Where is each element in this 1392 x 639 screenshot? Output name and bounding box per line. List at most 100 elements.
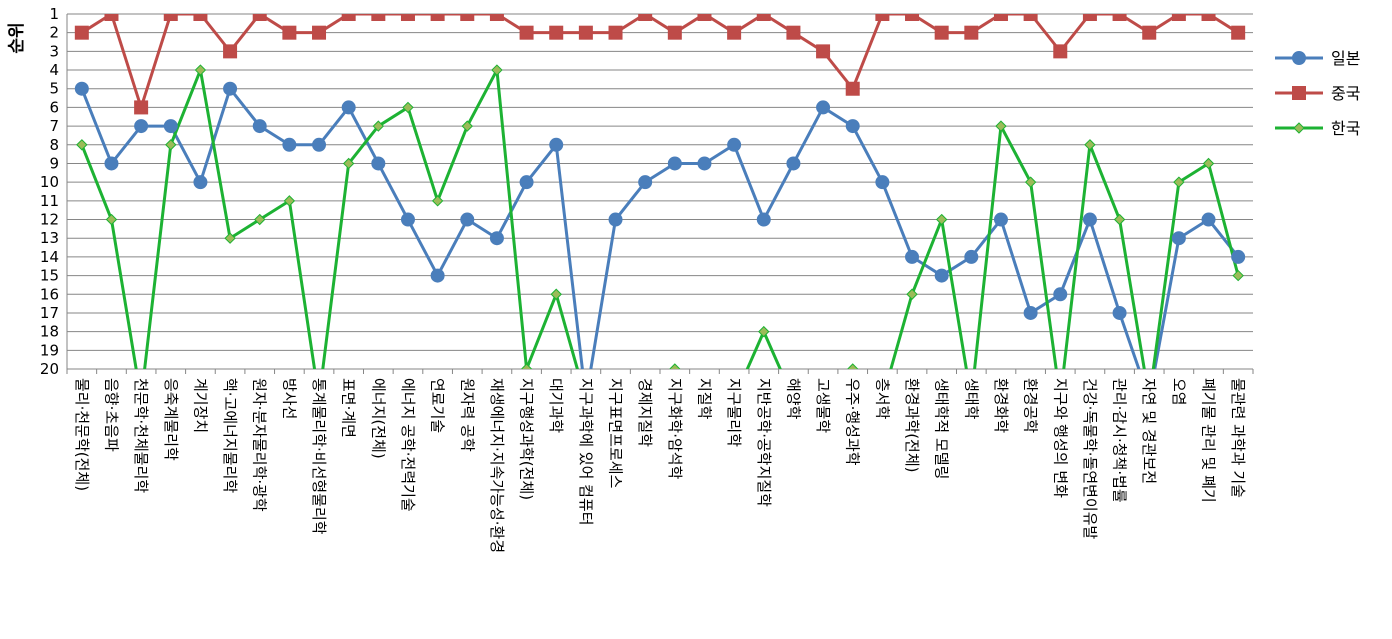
data-point-중국 <box>223 44 238 59</box>
x-tick-label: 우주·행성과학 <box>844 378 862 466</box>
data-point-한국 <box>1293 122 1305 134</box>
data-point-일본 <box>489 231 504 246</box>
data-point-중국 <box>371 14 386 21</box>
data-point-중국 <box>667 25 682 40</box>
data-point-일본 <box>786 156 801 171</box>
data-point-중국 <box>816 44 831 59</box>
data-point-한국 <box>1084 139 1096 151</box>
x-tick-label: 방사선 <box>280 378 298 419</box>
series-markers <box>74 14 1246 369</box>
data-point-한국 <box>461 120 473 132</box>
x-tick-label: 지구행성과학(전체) <box>518 378 536 500</box>
y-tick-label: 16 <box>40 285 59 303</box>
y-tick-label: 13 <box>40 229 59 247</box>
data-point-중국 <box>282 25 297 40</box>
x-tick-label: 생태학적 모델링 <box>933 378 951 479</box>
data-point-한국 <box>342 157 355 170</box>
data-point-일본 <box>400 212 415 227</box>
data-point-한국 <box>669 363 681 369</box>
data-point-일본 <box>727 137 742 152</box>
x-tick-label: 건강·독물학·돌연변이유발 <box>1081 378 1099 540</box>
x-tick-label: 지구표면프로세스 <box>607 378 625 489</box>
x-tick-label: 천문학·천체물리학 <box>132 378 150 493</box>
data-point-한국 <box>105 213 118 226</box>
y-tick-label: 3 <box>49 42 59 60</box>
y-tick-label: 1 <box>49 5 59 23</box>
y-tick-label: 9 <box>49 154 59 172</box>
data-point-한국 <box>1232 269 1244 282</box>
data-point-중국 <box>312 25 327 40</box>
x-tick-label: 관리·감시·청책·법률 <box>1111 378 1129 503</box>
x-tick-label: 지구물리학 <box>725 378 743 447</box>
data-point-한국 <box>1024 176 1037 188</box>
data-point-중국 <box>1082 14 1097 21</box>
x-tick-label: 음향·초음파 <box>102 378 120 452</box>
data-point-일본 <box>697 156 712 171</box>
data-point-일본 <box>756 212 771 227</box>
x-tick-label: 에너지 공학·전력기술 <box>399 378 417 512</box>
data-point-일본 <box>875 175 890 190</box>
data-point-중국 <box>727 25 742 40</box>
data-point-한국 <box>935 213 948 226</box>
data-point-일본 <box>667 156 682 171</box>
y-tick-label: 14 <box>40 248 59 266</box>
x-tick-label: 원자·분자물리학·광학 <box>251 378 269 512</box>
x-tick-label: 경제지질학 <box>636 378 654 447</box>
data-point-중국 <box>1112 14 1127 21</box>
x-tick-labels: 물리·천문학(전체) 음향·초음파 천문학·천체물리학 응축계물리학 계기장치 핵·고에너… <box>73 378 1247 553</box>
data-point-중국 <box>1171 14 1186 21</box>
data-point-중국 <box>993 14 1008 21</box>
data-point-중국 <box>1053 44 1068 59</box>
y-tick-label: 7 <box>49 117 59 135</box>
data-point-일본 <box>193 175 208 190</box>
data-point-중국 <box>756 14 771 21</box>
data-point-한국 <box>758 325 770 338</box>
x-tick-label: 계기장치 <box>191 378 209 433</box>
x-tick-label: 생태학 <box>962 378 980 420</box>
x-tick-label: 지반공학·공학지질학 <box>755 378 773 507</box>
y-tick-label: 10 <box>40 173 59 191</box>
data-point-일본 <box>1082 212 1097 227</box>
data-point-중국 <box>430 14 445 21</box>
legend-label: 중국 <box>1331 84 1360 103</box>
data-point-일본 <box>1112 305 1127 320</box>
data-point-중국 <box>578 25 593 40</box>
data-point-중국 <box>400 14 415 21</box>
data-point-한국 <box>491 64 503 76</box>
data-point-일본 <box>964 249 979 264</box>
data-point-한국 <box>1202 157 1215 170</box>
data-point-한국 <box>520 363 533 369</box>
y-tick-label: 20 <box>40 360 59 378</box>
x-tick-label: 표면·계면 <box>340 378 358 438</box>
data-point-한국 <box>165 139 177 151</box>
x-tick-label: 지질학 <box>695 378 713 420</box>
series-line-한국 <box>80 68 1240 369</box>
x-tick-label: 층서학 <box>873 378 891 420</box>
y-tick-label: 5 <box>49 80 59 98</box>
x-tick-label: 폐기물 관리 및 폐기 <box>1200 378 1218 503</box>
y-tick-label: 18 <box>40 323 59 341</box>
data-point-중국 <box>1142 25 1157 40</box>
data-point-한국 <box>847 363 859 369</box>
data-point-일본 <box>460 212 475 227</box>
data-point-한국 <box>254 213 266 226</box>
data-point-한국 <box>372 120 385 132</box>
y-tick-label: 15 <box>40 267 59 285</box>
data-point-일본 <box>341 100 356 115</box>
x-tick-label: 연료기술 <box>429 378 447 433</box>
x-tick-label: 환경공학 <box>1022 378 1040 433</box>
data-point-중국 <box>964 25 979 40</box>
x-tick-label: 자연 및 경관보전 <box>1140 378 1158 484</box>
data-point-일본 <box>905 249 920 264</box>
y-tick-label: 12 <box>40 211 59 229</box>
data-point-한국 <box>1113 213 1126 226</box>
data-point-중국 <box>1201 14 1216 21</box>
y-axis-label: 순위 <box>7 22 27 53</box>
data-point-중국 <box>1231 25 1246 40</box>
data-point-일본 <box>1231 249 1246 264</box>
x-tick-label: 응축계물리학 <box>162 378 180 461</box>
y-tick-label: 11 <box>40 192 59 210</box>
data-point-중국 <box>519 25 534 40</box>
x-tick-label: 물리·천문학(전체) <box>73 378 91 491</box>
